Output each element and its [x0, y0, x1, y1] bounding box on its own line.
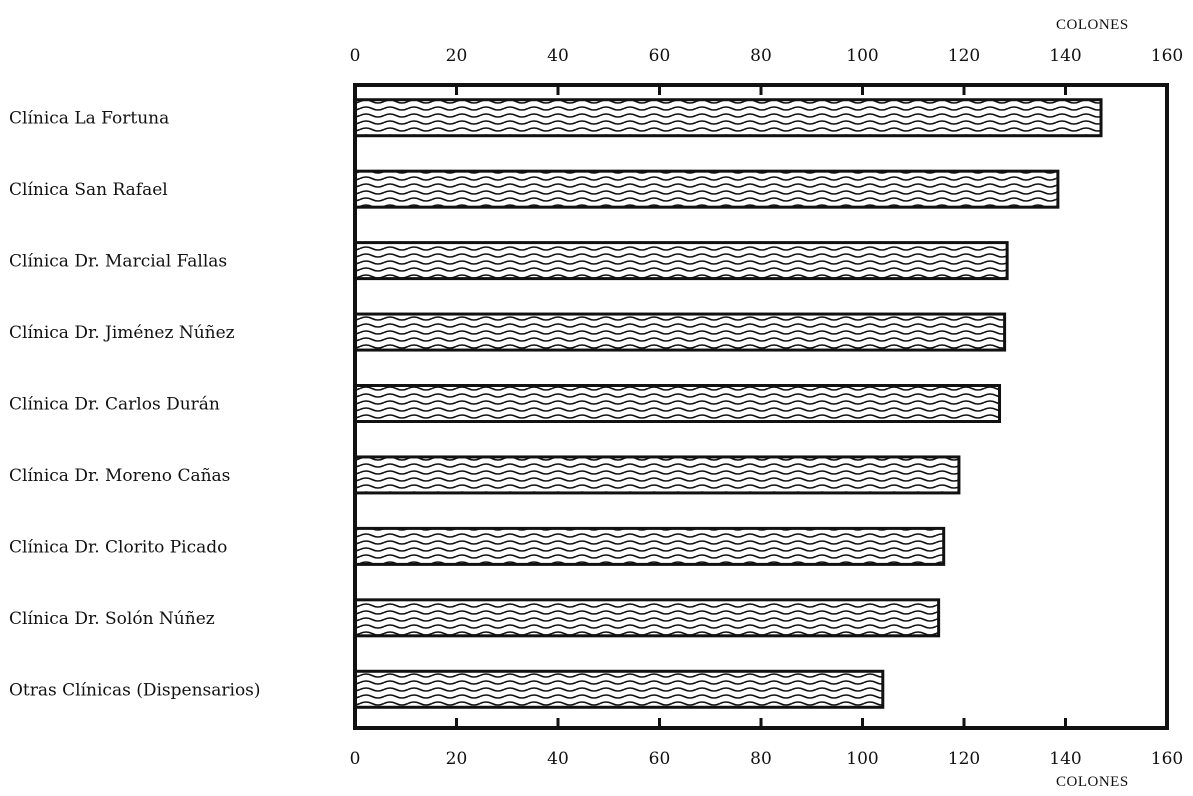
bar-fill: [353, 526, 946, 566]
bar-fill: [353, 384, 1002, 423]
bottom-tick-label-140: 140: [1049, 749, 1081, 769]
category-label-4: Clínica Dr. Jiménez Núñez: [9, 323, 235, 343]
bottom-tick-label-40: 40: [547, 749, 569, 769]
bar-5: [353, 384, 1002, 423]
top-tick-label-0: 0: [350, 46, 361, 66]
top-tick-label-20: 20: [446, 46, 468, 66]
top-tick-label-80: 80: [750, 46, 772, 66]
bar-9: [353, 669, 885, 709]
bottom-tick-label-120: 120: [948, 749, 980, 769]
bar-3: [353, 241, 1009, 281]
bottom-tick-label-80: 80: [750, 749, 772, 769]
top-tick-label-100: 100: [846, 46, 878, 66]
bar-8: [353, 598, 941, 638]
bar-fill: [353, 241, 1009, 281]
bottom-tick-label-160: 160: [1151, 749, 1183, 769]
category-label-7: Clínica Dr. Clorito Picado: [9, 537, 227, 557]
x-axis-unit-top: COLONES: [1056, 17, 1129, 33]
category-labels: Clínica La Fortuna Clínica San Rafael Clín…: [9, 109, 261, 701]
top-tick-label-140: 140: [1049, 46, 1081, 66]
bar-fill: [353, 169, 1060, 209]
top-tick-label-40: 40: [547, 46, 569, 66]
category-label-5: Clínica Dr. Carlos Durán: [9, 395, 220, 415]
category-label-9: Otras Clínicas (Dispensarios): [9, 680, 261, 700]
bar-fill: [353, 598, 941, 638]
bar-fill: [353, 98, 1103, 138]
top-tick-label-60: 60: [649, 46, 671, 66]
top-tick-label-160: 160: [1151, 46, 1183, 66]
bottom-tick-label-100: 100: [846, 749, 878, 769]
bar-1: [353, 98, 1103, 138]
bar-fill: [353, 312, 1007, 352]
bar-fill: [353, 455, 961, 495]
bar-2: [353, 169, 1060, 209]
bottom-tick-label-0: 0: [350, 749, 361, 769]
bottom-tick-label-20: 20: [446, 749, 468, 769]
x-axis-unit-bottom: COLONES: [1056, 774, 1129, 790]
bars-group: [353, 98, 1103, 709]
bar-7: [353, 526, 946, 566]
top-tick-label-120: 120: [948, 46, 980, 66]
bar-6: [353, 455, 961, 495]
category-label-8: Clínica Dr. Solón Núñez: [9, 609, 215, 629]
category-label-3: Clínica Dr. Marcial Fallas: [9, 252, 227, 272]
category-label-6: Clínica Dr. Moreno Cañas: [9, 466, 230, 486]
ticks-group: 0 0 20 20 40 40 60 60 80 80 100 100 120 120 140 140 160 1…: [350, 46, 1184, 769]
category-label-1: Clínica La Fortuna: [9, 109, 169, 129]
bottom-tick-label-60: 60: [649, 749, 671, 769]
bar-4: [353, 312, 1007, 352]
bar-fill: [353, 669, 885, 709]
category-label-2: Clínica San Rafael: [9, 180, 168, 200]
